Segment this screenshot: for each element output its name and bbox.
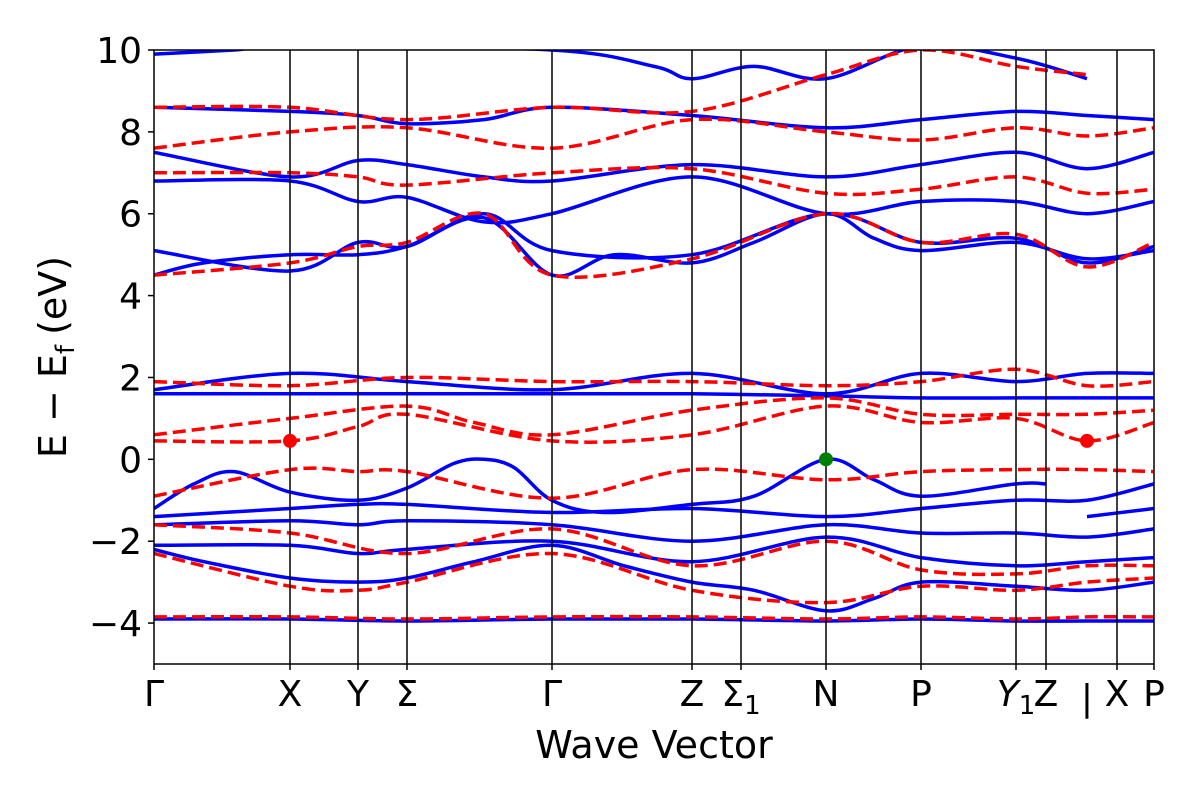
dashed-band-10	[154, 50, 1088, 122]
solid-band-5	[154, 482, 1154, 519]
kpoint-label-0: Γ	[144, 674, 164, 715]
dashed-band-6	[154, 367, 1154, 388]
kpoint-label-6: Σ1	[721, 674, 760, 721]
y-tick-label-6: 8	[119, 113, 142, 154]
extremum-marker-1	[1080, 433, 1094, 448]
y-axis-title: E − Ef (eV)	[31, 256, 81, 458]
y-tick-label-0: −4	[89, 604, 142, 645]
x-axis-ticks: Γ X Y Σ Γ Z Σ1 N P Y1Z | X P	[144, 664, 1165, 721]
dashed-band-8	[154, 165, 1154, 197]
y-tick-label-7: 10	[96, 31, 142, 72]
plot-area	[154, 50, 1154, 664]
y-tick-label-1: −2	[89, 522, 142, 563]
solid-band-0	[154, 616, 1154, 623]
kpoint-label-1: X	[278, 674, 303, 715]
kpoint-label-13: P	[1143, 674, 1165, 715]
kpoint-lines	[289, 50, 1118, 664]
kpoint-label-12: X	[1105, 674, 1130, 715]
y-tick-label-2: 0	[119, 440, 142, 481]
kpoint-label-10: Z	[1034, 674, 1059, 715]
extremum-marker-0	[283, 433, 297, 448]
solid-band-6	[1086, 506, 1154, 519]
dashed-band-2	[154, 523, 1154, 577]
solid-band-8	[154, 371, 1154, 396]
solid-band-3	[154, 518, 1154, 543]
extremum-marker-2	[819, 452, 833, 467]
kpoint-label-7: N	[813, 674, 840, 715]
x-axis-title: Wave Vector	[535, 723, 773, 767]
kpoint-label-11: |	[1081, 678, 1093, 719]
extremum-markers	[283, 433, 1094, 467]
plot-frame	[153, 49, 1155, 665]
solid-band-7	[154, 391, 1154, 400]
kpoint-label-3: Σ	[396, 674, 419, 715]
solid-band-1	[154, 543, 1154, 613]
solid-band-14	[154, 50, 1088, 81]
y-axis-title-main: E − E	[31, 354, 75, 458]
y-axis-title-unit: (eV)	[31, 256, 75, 335]
solid-band-2	[154, 535, 1154, 568]
kpoint-label-8: P	[910, 674, 932, 715]
dashed-band-5	[154, 396, 1154, 437]
y-tick-label-4: 4	[119, 277, 142, 318]
dashed-band-1	[154, 551, 1154, 605]
kpoint-label-9: Y1	[997, 674, 1036, 721]
y-tick-label-3: 2	[119, 358, 142, 399]
kpoint-label-2: Y	[346, 674, 370, 715]
dashed-band-9	[154, 117, 1154, 150]
y-axis-ticks: −4 −2 0 2 4 6 8 10	[89, 31, 154, 645]
dashed-band-0	[154, 614, 1154, 621]
kpoint-label-4: Γ	[542, 674, 562, 715]
y-axis-title-subscript: f	[51, 344, 81, 354]
y-tick-label-5: 6	[119, 195, 142, 236]
kpoint-label-5: Z	[680, 674, 705, 715]
dashed-band-4	[154, 404, 1154, 444]
